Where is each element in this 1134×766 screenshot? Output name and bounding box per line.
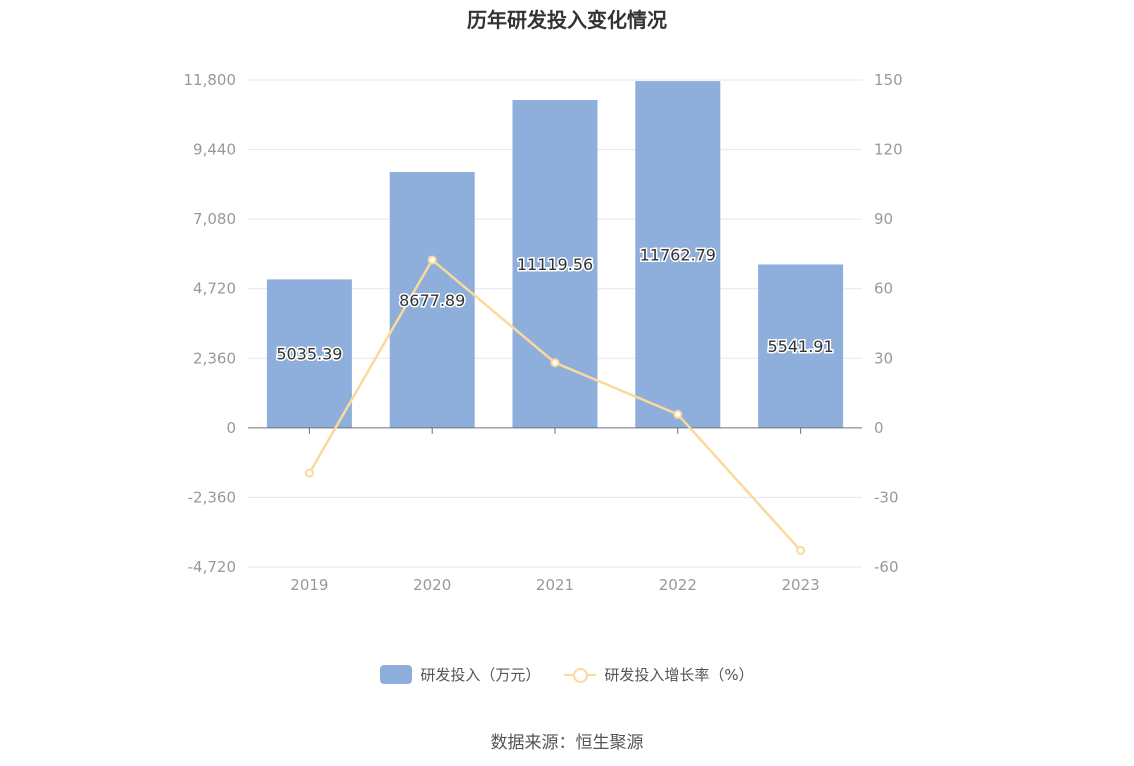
right-tick-label: 120 xyxy=(874,141,903,159)
left-tick-label: 11,800 xyxy=(184,71,237,89)
legend-item-bar[interactable]: 研发投入（万元） xyxy=(380,664,540,685)
bar-value-label: 5035.39 xyxy=(276,345,342,364)
bar xyxy=(758,264,844,428)
legend-line-swatch xyxy=(564,665,597,684)
legend-item-line[interactable]: 研发投入增长率（%） xyxy=(564,664,754,685)
bar-value-label: 11762.79 xyxy=(640,245,716,264)
right-tick-label: 90 xyxy=(874,210,893,228)
growth-rate-point xyxy=(796,546,806,556)
bar-value-label: 5541.91 xyxy=(768,337,834,356)
right-tick-label: 60 xyxy=(874,280,893,298)
bar xyxy=(389,172,475,428)
bar-value-label: 11119.56 xyxy=(517,255,593,274)
bar-value-label: 8677.89 xyxy=(399,291,465,310)
legend: 研发投入（万元） 研发投入增长率（%） xyxy=(0,664,1134,685)
growth-rate-point xyxy=(550,358,560,368)
growth-rate-point xyxy=(673,409,683,419)
right-tick-label: -30 xyxy=(874,488,899,506)
left-tick-label: 9,440 xyxy=(193,141,236,159)
growth-rate-point xyxy=(304,468,314,478)
x-tick-label: 2021 xyxy=(536,576,574,594)
x-tick-label: 2023 xyxy=(782,576,820,594)
right-tick-label: 150 xyxy=(874,71,903,89)
source-note: 数据来源：恒生聚源 xyxy=(490,733,644,753)
legend-bar-label: 研发投入（万元） xyxy=(420,666,541,684)
right-tick-label: 30 xyxy=(874,349,893,367)
x-tick-label: 2019 xyxy=(290,576,328,594)
left-axis-ticks: 11,800 9,440 7,080 4,720 2,360 0 -2,360 -4,720 xyxy=(184,71,237,576)
x-tick-label: 2022 xyxy=(659,576,697,594)
left-tick-label: 2,360 xyxy=(193,349,236,367)
x-tick-label: 2020 xyxy=(413,576,451,594)
bar xyxy=(266,279,352,428)
left-tick-label: -4,720 xyxy=(188,558,236,576)
left-tick-label: 0 xyxy=(226,419,236,437)
right-tick-label: -60 xyxy=(874,558,899,576)
growth-rate-point xyxy=(427,255,437,265)
bar xyxy=(635,81,721,428)
x-axis: 2019 2020 2021 2022 2023 xyxy=(248,427,862,594)
left-tick-label: 4,720 xyxy=(193,280,236,298)
legend-line-label: 研发投入增长率（%） xyxy=(604,666,754,684)
legend-bar-swatch xyxy=(380,665,413,684)
bar-series xyxy=(266,81,844,428)
line-series xyxy=(304,255,806,556)
right-axis-ticks: 150 120 90 60 30 0 -30 -60 xyxy=(874,71,903,576)
right-tick-label: 0 xyxy=(874,419,884,437)
chart-title: 历年研发投入变化情况 xyxy=(467,8,667,32)
left-tick-label: 7,080 xyxy=(193,210,236,228)
left-tick-label: -2,360 xyxy=(188,488,236,506)
bar xyxy=(512,100,598,428)
bar-data-labels: 5035.39 8677.89 11119.56 11762.79 5541.91 xyxy=(275,244,835,365)
